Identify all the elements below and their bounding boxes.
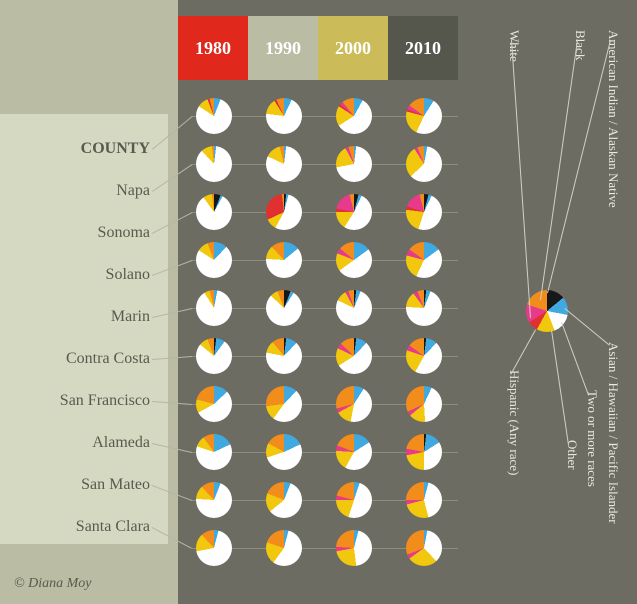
- pie-chart: [196, 242, 232, 278]
- pie-chart: [336, 242, 372, 278]
- legend-label-other: Other: [564, 440, 580, 470]
- pie-chart: [406, 290, 442, 326]
- year-header-1990: 1990: [248, 16, 318, 80]
- pie-chart: [196, 194, 232, 230]
- pie-chart: [336, 386, 372, 422]
- pie-chart: [266, 386, 302, 422]
- pie-chart: [196, 146, 232, 182]
- pie-chart: [196, 530, 232, 566]
- pie-chart: [406, 434, 442, 470]
- pie-chart: [406, 98, 442, 134]
- pie-chart: [196, 290, 232, 326]
- credit-text: © Diana Moy: [14, 576, 92, 592]
- pie-chart: [266, 146, 302, 182]
- pie-chart: [266, 242, 302, 278]
- pie-chart: [266, 290, 302, 326]
- pie-chart: [406, 194, 442, 230]
- legend-label-american_indian: American Indian / Alaskan Native: [605, 30, 621, 208]
- pie-chart: [266, 98, 302, 134]
- pie-chart: [196, 98, 232, 134]
- legend-label-two_or_more: Two or more races: [584, 390, 600, 487]
- pie-chart: [406, 386, 442, 422]
- pie-chart: [266, 194, 302, 230]
- pie-chart: [196, 338, 232, 374]
- pie-chart: [406, 242, 442, 278]
- pie-chart: [336, 290, 372, 326]
- year-header-2010: 2010: [388, 16, 458, 80]
- county-label: San Mateo: [10, 476, 150, 494]
- county-label: Solano: [10, 266, 150, 284]
- pie-chart: [266, 530, 302, 566]
- pie-chart: [336, 482, 372, 518]
- pie-chart: [336, 434, 372, 470]
- pie-chart: [336, 338, 372, 374]
- pie-chart: [406, 338, 442, 374]
- legend-label-hispanic: Hispanic (Any race): [506, 370, 522, 475]
- pie-chart: [196, 386, 232, 422]
- pie-chart: [336, 530, 372, 566]
- pie-chart: [266, 434, 302, 470]
- county-label: Alameda: [10, 434, 150, 452]
- county-label: COUNTY: [10, 140, 150, 158]
- pie-chart: [196, 482, 232, 518]
- pie-chart: [406, 482, 442, 518]
- pie-chart: [196, 434, 232, 470]
- pie-chart: [406, 146, 442, 182]
- county-label: Contra Costa: [10, 350, 150, 368]
- pie-chart: [336, 194, 372, 230]
- pie-chart: [266, 338, 302, 374]
- legend-label-asian: Asian / Hawaiian / Pacific Islander: [605, 342, 621, 524]
- pie-chart: [266, 482, 302, 518]
- year-header-1980: 1980: [178, 16, 248, 80]
- year-header-2000: 2000: [318, 16, 388, 80]
- pie-chart: [336, 98, 372, 134]
- county-label: San Francisco: [10, 392, 150, 410]
- pie-chart: [406, 530, 442, 566]
- county-label: Santa Clara: [10, 518, 150, 536]
- county-label: Napa: [10, 182, 150, 200]
- pie-chart: [336, 146, 372, 182]
- year-header-row: 1980199020002010: [178, 16, 458, 80]
- legend-label-white: White: [506, 30, 522, 62]
- county-label: Marin: [10, 308, 150, 326]
- county-label: Sonoma: [10, 224, 150, 242]
